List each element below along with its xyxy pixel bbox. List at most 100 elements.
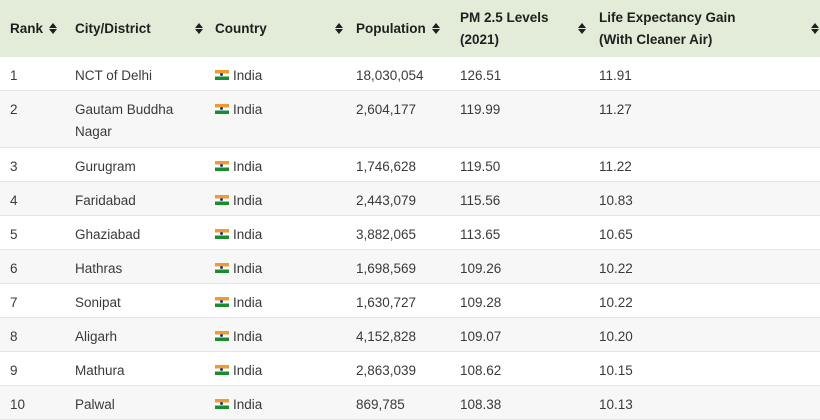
country-cell: India	[215, 182, 356, 216]
rank-cell-text: 8	[10, 329, 18, 344]
country-cell: India	[215, 216, 356, 250]
population-cell: 1,746,628	[356, 148, 460, 182]
pm25-cell-text: 119.50	[460, 159, 501, 174]
table-row: 4 Faridabad India 2,443,079 115.56 10.83	[0, 181, 820, 216]
city-cell: Palwal	[75, 386, 215, 420]
pm25-cell-text: 108.38	[460, 397, 502, 412]
india-flag-icon	[215, 331, 229, 342]
header-city-label: City/District	[75, 20, 151, 36]
population-cell: 1,630,727	[356, 284, 460, 318]
life-gain-cell: 11.22	[599, 148, 820, 182]
table-row: 6 Hathras India 1,698,569 109.26 10.22	[0, 249, 820, 284]
pm25-cell: 109.28	[460, 284, 599, 318]
country-cell-text: India	[233, 102, 263, 117]
city-cell-text: NCT of Delhi	[75, 68, 153, 83]
country-cell: India	[215, 91, 356, 148]
city-cell-text: Gautam Buddha	[75, 102, 174, 117]
pm25-cell-text: 109.28	[460, 295, 502, 310]
city-cell-text: Palwal	[75, 397, 115, 412]
life-gain-cell-text: 10.65	[599, 227, 633, 242]
country-cell: India	[215, 57, 356, 91]
rank-cell: 5	[0, 216, 75, 250]
city-cell-text: Gurugram	[75, 159, 136, 174]
country-cell-text: India	[233, 68, 263, 83]
rank-cell: 9	[0, 352, 75, 386]
city-cell: Aligarh	[75, 318, 215, 352]
population-cell: 2,443,079	[356, 182, 460, 216]
city-cell-text: Sonipat	[75, 295, 121, 310]
sort-icon[interactable]	[578, 22, 587, 34]
india-flag-icon	[215, 365, 229, 376]
country-cell: India	[215, 284, 356, 318]
pm25-cell-text: 115.56	[460, 193, 501, 208]
header-pm25[interactable]: PM 2.5 Levels (2021)	[460, 0, 599, 57]
pm25-cell-text: 109.26	[460, 261, 502, 276]
population-cell: 3,882,065	[356, 216, 460, 250]
life-gain-cell-text: 10.22	[599, 295, 633, 310]
header-city[interactable]: City/District	[75, 0, 215, 57]
population-cell-text: 1,698,569	[356, 261, 417, 276]
header-country[interactable]: Country	[215, 0, 356, 57]
sort-icon[interactable]	[195, 22, 204, 34]
city-cell: Hathras	[75, 250, 215, 284]
header-population[interactable]: Population	[356, 0, 460, 57]
rank-cell: 4	[0, 182, 75, 216]
city-cell: Faridabad	[75, 182, 215, 216]
life-gain-cell: 11.91	[599, 57, 820, 91]
pm25-cell-text: 119.99	[460, 102, 501, 117]
pm25-cell: 119.50	[460, 148, 599, 182]
india-flag-icon	[215, 263, 229, 274]
sort-icon[interactable]	[335, 22, 344, 34]
population-cell: 4,152,828	[356, 318, 460, 352]
table-row: 1 NCT of Delhi India 18,030,054 126.51 11.91	[0, 57, 820, 91]
india-flag-icon	[215, 104, 229, 115]
city-cell-text: Aligarh	[75, 329, 118, 344]
population-cell-text: 3,882,065	[356, 227, 417, 242]
population-cell-text: 2,863,039	[356, 363, 417, 378]
rank-cell-text: 3	[10, 159, 18, 174]
country-cell-text: India	[233, 363, 263, 378]
sort-icon[interactable]	[49, 23, 58, 35]
life-gain-cell-text: 10.13	[599, 397, 633, 412]
header-country-label: Country	[215, 20, 267, 36]
india-flag-icon	[215, 229, 229, 240]
table-header-row: Rank City/District Country Population	[0, 0, 820, 57]
population-cell: 2,604,177	[356, 91, 460, 148]
country-cell-text: India	[233, 261, 263, 276]
city-cell: Gurugram	[75, 148, 215, 182]
pm25-cell-text: 113.65	[460, 227, 501, 242]
pm25-cell: 108.38	[460, 386, 599, 420]
table-row: 9 Mathura India 2,863,039 108.62 10.15	[0, 351, 820, 386]
header-pm25-label: PM 2.5 Levels	[460, 9, 549, 25]
city-cell-text: Faridabad	[75, 193, 136, 208]
table-row: 5 Ghaziabad India 3,882,065 113.65 10.65	[0, 215, 820, 250]
table-row: 7 Sonipat India 1,630,727 109.28 10.22	[0, 283, 820, 318]
sort-icon[interactable]	[811, 22, 820, 34]
country-cell: India	[215, 250, 356, 284]
pm25-cell: 108.62	[460, 352, 599, 386]
table-row: 2 Gautam Buddha Nagar India 2,604,177 119.99 1…	[0, 90, 820, 148]
life-gain-cell-text: 11.27	[599, 102, 632, 117]
rank-cell-text: 4	[10, 193, 18, 208]
header-population-label: Population	[356, 20, 426, 36]
rank-cell: 10	[0, 386, 75, 420]
header-rank-label: Rank	[10, 20, 44, 36]
rank-cell: 2	[0, 91, 75, 148]
country-cell-text: India	[233, 193, 263, 208]
life-gain-cell-text: 10.15	[599, 363, 633, 378]
india-flag-icon	[215, 161, 229, 172]
rank-cell: 7	[0, 284, 75, 318]
population-cell-text: 2,604,177	[356, 102, 417, 117]
country-cell: India	[215, 318, 356, 352]
country-cell-text: India	[233, 397, 263, 412]
population-cell-text: 869,785	[356, 397, 405, 412]
city-cell: Ghaziabad	[75, 216, 215, 250]
header-life-gain[interactable]: Life Expectancy Gain (With Cleaner Air)	[599, 0, 820, 57]
header-rank[interactable]: Rank	[0, 0, 75, 57]
header-life-gain-label: Life Expectancy Gain	[599, 9, 736, 25]
life-gain-cell: 10.20	[599, 318, 820, 352]
sort-icon[interactable]	[431, 23, 441, 35]
city-cell-text-line2: Nagar	[75, 124, 112, 139]
country-cell: India	[215, 386, 356, 420]
city-cell-text: Mathura	[75, 363, 125, 378]
